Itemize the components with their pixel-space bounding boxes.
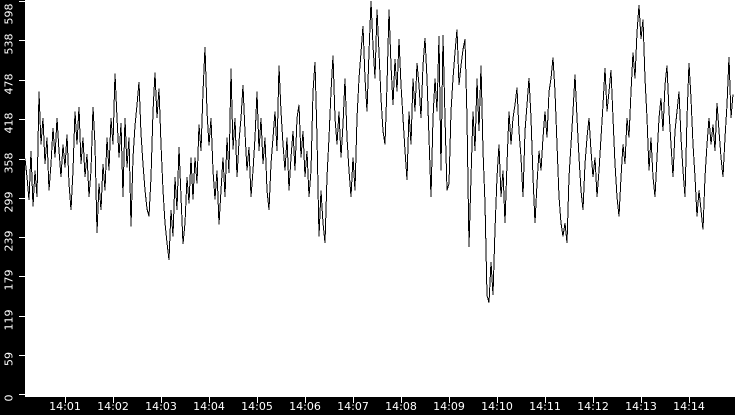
y-axis-tick-label: 418: [2, 112, 16, 134]
x-axis-tick: [209, 397, 210, 403]
y-axis-tick-label: 538: [2, 33, 16, 55]
y-axis-tick: [19, 197, 25, 199]
y-axis-tick: [19, 1, 25, 2]
y-axis-tick: [19, 355, 25, 357]
x-axis-tick-label: 14:11: [529, 400, 561, 413]
x-axis-tick-label: 14:03: [145, 400, 177, 413]
x-axis-tick: [593, 397, 594, 403]
x-axis-tick: [449, 397, 450, 403]
y-axis-tick: [19, 40, 25, 42]
x-axis-tick-label: 14:08: [385, 400, 417, 413]
y-axis-tick-label: 59: [2, 352, 16, 367]
x-axis-tick: [545, 397, 546, 403]
x-axis-tick-label: 14:07: [337, 400, 369, 413]
x-axis-tick: [401, 397, 402, 403]
x-axis-tick-label: 14:01: [49, 400, 81, 413]
y-axis-tick: [19, 394, 25, 395]
y-axis-tick-label: 239: [2, 230, 16, 252]
x-axis: 14:01 14:02 14:03 14:04 14:05 14:06 14:07 14:08…: [0, 397, 735, 415]
y-axis-tick-label: 358: [2, 152, 16, 174]
y-axis-tick-label: 119: [2, 309, 16, 331]
y-axis-tick-label: 598: [2, 3, 16, 25]
x-axis-tick: [257, 397, 258, 403]
y-axis-tick: [19, 79, 25, 81]
y-axis: 0 59 119 179 239 299 358 418 478 538 598: [0, 0, 25, 415]
x-axis-tick-label: 14:12: [577, 400, 609, 413]
x-axis-tick: [689, 397, 690, 403]
x-axis-tick-label: 14:06: [289, 400, 321, 413]
y-axis-tick: [19, 276, 25, 278]
x-axis-tick: [641, 397, 642, 403]
x-axis-tick-label: 14:02: [97, 400, 129, 413]
x-axis-tick: [305, 397, 306, 403]
x-axis-tick-label: 14:09: [433, 400, 465, 413]
noise-series-line: [24, 0, 734, 303]
x-axis-tick: [65, 397, 66, 403]
x-axis-tick: [353, 397, 354, 403]
x-axis-tick-label: 14:13: [625, 400, 657, 413]
y-axis-tick-label: 0: [2, 394, 16, 402]
y-axis-tick-label: 299: [2, 191, 16, 212]
y-axis-tick: [19, 119, 25, 121]
x-axis-tick: [497, 397, 498, 403]
x-axis-tick-label: 14:10: [481, 400, 513, 413]
y-axis-tick-label: 179: [2, 269, 16, 291]
y-axis-tick: [19, 315, 25, 317]
x-axis-tick-label: 14:14: [673, 400, 705, 413]
x-axis-tick: [113, 397, 114, 403]
x-axis-tick: [161, 397, 162, 403]
y-axis-tick: [19, 158, 25, 160]
x-axis-tick-label: 14:04: [193, 400, 225, 413]
y-axis-tick-label: 478: [2, 73, 16, 95]
y-axis-tick: [19, 236, 25, 238]
x-axis-tick-label: 14:05: [241, 400, 273, 413]
